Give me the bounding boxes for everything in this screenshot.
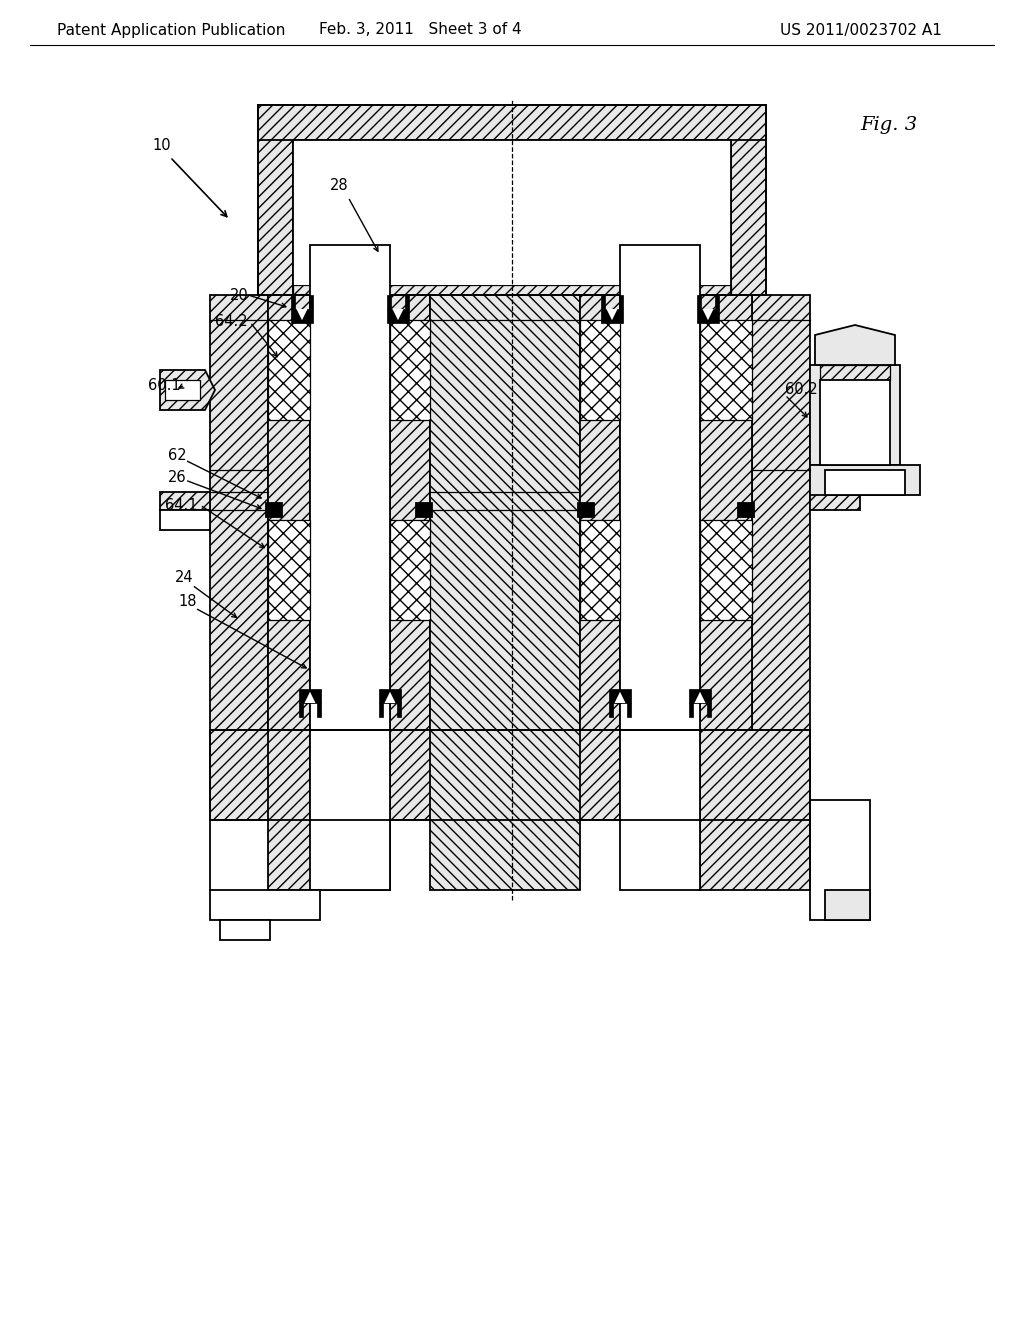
Polygon shape [430,730,580,890]
Bar [291,309,313,323]
Polygon shape [392,309,403,321]
Bar [689,689,711,704]
Bar [299,704,303,717]
Bar [738,503,754,517]
Bar [299,689,321,704]
Bar [220,920,270,940]
Bar [165,380,200,400]
Bar [601,294,605,309]
Polygon shape [390,294,430,730]
Bar [825,890,870,920]
Text: 24: 24 [175,570,194,586]
Bar [268,520,310,620]
Text: 62: 62 [168,447,186,462]
Bar [379,704,383,717]
Bar [620,246,700,820]
Bar [578,503,594,517]
Text: 60.1: 60.1 [148,378,180,392]
Polygon shape [606,309,617,321]
Text: Feb. 3, 2011   Sheet 3 of 4: Feb. 3, 2011 Sheet 3 of 4 [318,22,521,37]
Polygon shape [258,106,293,294]
Bar [820,366,890,380]
Bar [609,704,613,717]
Polygon shape [210,730,810,820]
Bar [387,309,409,323]
Polygon shape [210,294,268,730]
Bar [390,520,430,620]
Polygon shape [304,692,315,704]
Bar [601,309,623,323]
Bar [689,704,693,717]
Bar [266,503,282,517]
Bar [379,689,401,704]
Bar [308,294,313,309]
Bar [620,730,700,890]
Bar [396,704,401,717]
Text: 10: 10 [152,137,171,153]
Bar [825,470,905,495]
Polygon shape [810,492,860,510]
Bar [609,689,631,704]
Text: Fig. 3: Fig. 3 [860,116,918,135]
Polygon shape [694,692,706,704]
Polygon shape [580,294,620,730]
Bar [627,704,631,717]
Bar [293,140,731,285]
Bar [707,704,711,717]
Polygon shape [268,294,310,730]
Text: 64.1: 64.1 [165,498,198,512]
Bar [390,319,430,420]
Polygon shape [752,294,810,730]
Bar [404,294,409,309]
Bar [697,294,701,309]
Polygon shape [160,510,210,531]
Polygon shape [160,492,210,510]
Bar [618,294,623,309]
Bar [580,520,620,620]
Bar [416,503,432,517]
Polygon shape [258,106,766,140]
Polygon shape [430,294,580,730]
Bar [820,380,890,465]
Bar [715,294,719,309]
Bar [700,730,810,890]
Polygon shape [614,692,626,704]
Text: 20: 20 [230,288,249,302]
Bar [268,319,310,420]
Bar [810,366,900,465]
Bar [268,730,390,890]
Bar [580,319,620,420]
Bar [700,319,752,420]
Polygon shape [702,309,714,321]
Text: Patent Application Publication: Patent Application Publication [57,22,286,37]
Bar [291,294,295,309]
Bar [697,309,719,323]
Bar [810,465,920,495]
Polygon shape [700,294,752,730]
Bar [700,520,752,620]
Bar [316,704,321,717]
Bar [310,246,390,820]
Bar [310,725,390,820]
Bar [210,890,319,920]
Text: 60.2: 60.2 [785,383,818,397]
Text: 26: 26 [168,470,186,484]
Polygon shape [384,692,395,704]
Text: 18: 18 [178,594,197,610]
Polygon shape [160,370,215,411]
Polygon shape [297,309,307,321]
Bar [293,285,731,294]
Bar [310,730,390,890]
Polygon shape [815,325,895,366]
Bar [387,294,391,309]
Polygon shape [731,106,766,294]
Text: 64.2: 64.2 [215,314,248,330]
Bar [810,800,870,920]
Text: 28: 28 [330,177,348,193]
Bar [620,725,700,820]
Text: US 2011/0023702 A1: US 2011/0023702 A1 [780,22,942,37]
